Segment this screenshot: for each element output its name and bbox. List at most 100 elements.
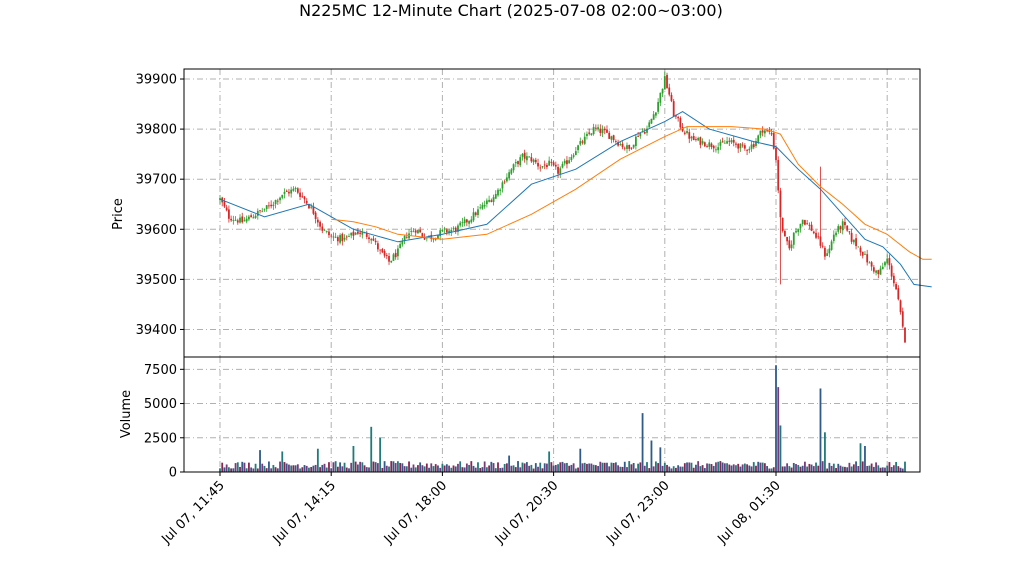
volume-bar [888,462,891,472]
candle-body [265,205,268,209]
candle-body [875,270,877,273]
candle-body [661,88,664,94]
volume-bar [512,465,515,472]
candle-body [570,156,573,161]
volume-bar [477,462,479,472]
volume-bar [403,466,406,472]
candle-body [394,252,397,258]
candle-body [523,152,526,159]
candle-body [806,223,809,225]
volume-bar [563,463,566,472]
volume-bar [703,468,706,472]
volume-bar [301,467,304,472]
volume-bar [897,466,900,472]
candle-body [901,311,904,327]
candle-body [437,234,439,240]
volume-bar [470,461,473,472]
candle-body [463,219,466,224]
candle-body [892,275,895,284]
volume-bar [570,464,573,472]
candle-body [703,142,706,147]
volume-bar [339,462,341,472]
volume-bar [572,463,575,472]
candle-body [345,236,348,238]
candle-body [763,130,766,134]
volume-bar [508,455,511,472]
volume-bar [352,445,355,472]
candle-body [710,143,713,147]
candle-body [783,230,786,237]
price-axis-label: Price [111,198,126,230]
candle-body [414,230,417,233]
candle-body [868,262,871,264]
volume-bar [663,462,666,472]
candle-body [559,168,562,175]
volume-bar [292,465,295,472]
volume-bar [886,465,889,472]
candle-body [737,143,740,149]
candle-body [448,230,450,233]
candle-body [819,236,822,246]
volume-bar [768,468,771,472]
volume-bar [726,463,728,472]
volume-bar [577,467,579,472]
volume-bar [844,466,846,472]
candle-body [541,166,544,168]
candle-body [812,231,815,234]
candle-body [699,137,702,145]
volume-bar [281,451,284,472]
candle-body [230,218,233,221]
candle-body [859,247,862,253]
candle-body [804,220,806,225]
candle-body [510,169,513,174]
candle-body [712,145,715,149]
candle-body [839,226,842,230]
volume-bar [492,463,495,472]
volume-bar [730,465,733,472]
volume-bar [870,463,873,472]
volume-bar [672,466,675,472]
candle-body [263,209,266,211]
volume-bar [354,461,357,472]
candle-body [597,127,599,130]
volume-bar [828,462,831,472]
candle-body [301,195,304,197]
volume-bar [321,464,324,472]
candle-body [361,232,364,235]
candle-body [821,245,824,247]
volume-tick-label: 7500 [144,363,177,378]
candle-body [690,136,693,139]
volume-bar [892,465,895,472]
volume-bar [343,462,346,472]
volume-bar [812,466,815,472]
candle-body [299,192,301,197]
volume-bar [746,464,748,472]
volume-bar [841,466,844,472]
volume-bar [875,462,877,472]
volume-bar [701,465,704,472]
volume-bar [646,462,648,472]
candle-body [632,144,635,148]
volume-bar [528,465,531,472]
candle-body [844,221,846,226]
candle-body [610,136,613,140]
volume-bar [412,464,415,472]
volume-bar [637,463,640,472]
candle-body [323,229,326,231]
candle-body [321,226,324,231]
candle-body [866,254,869,263]
candle-body [490,200,493,202]
volume-bar [657,463,660,472]
candle-body [312,206,315,214]
volume-bar [468,464,470,472]
candle-body [670,94,673,101]
volume-bar [670,468,673,472]
candle-body [383,250,386,256]
volume-bar [314,464,317,472]
candle-body [581,141,584,143]
candle-body [601,129,604,134]
candle-body [666,74,668,88]
volume-bar [405,466,408,472]
candle-body [719,142,722,146]
volume-bar [763,463,766,472]
